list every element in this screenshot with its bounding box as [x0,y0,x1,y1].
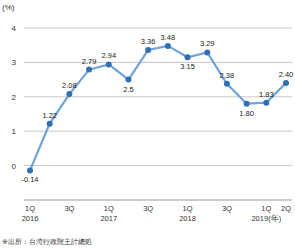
axis-line [24,200,292,201]
point [244,101,250,107]
point [263,100,269,106]
point [27,167,33,173]
data-label: 1.22 [42,111,57,120]
x-tick-label-line: 3Q [222,204,232,213]
data-label: 1.80 [239,109,254,118]
point [86,67,92,73]
grid-line [24,28,292,29]
data-label: 2.5 [123,85,133,94]
data-label: 2.79 [82,57,97,66]
data-label: 1.83 [259,90,274,99]
x-tick-label-line: 2018 [179,214,196,223]
x-tick-label: 3Q [64,204,74,213]
source-note: ※出所：台湾行政院主計總処 [2,238,92,245]
point [66,91,72,97]
point [106,61,112,67]
point [204,49,210,55]
y-tick-label: 2 [12,93,17,102]
y-tick-label: 4 [12,24,17,33]
grid-line [24,165,292,166]
y-tick-label: 1 [12,127,17,136]
grid-line [24,62,292,63]
x-tick-label: 1Q2018 [179,204,196,223]
point [47,121,53,127]
point [145,47,151,53]
y-tick-label: 0 [12,162,17,171]
x-tick-label-line: 2019(年) [251,214,281,223]
point [283,80,289,86]
plot-area [27,43,289,174]
x-tick-label-line: 1Q [183,204,193,213]
x-tick-label-line: 1Q [104,204,114,213]
x-tick-label-line: 2Q [281,204,291,213]
data-label: 3.36 [141,37,156,46]
x-tick-label: 1Q2017 [100,204,117,223]
x-tick-label-line: 1Q [261,204,271,213]
x-tick-label: 1Q2019(年) [251,204,281,223]
x-tick-label: 2Q [281,204,291,213]
grid-line [24,131,292,132]
data-label: 3.48 [161,33,176,42]
x-tick-label: 1Q2016 [22,204,39,223]
y-axis-label: (%) [2,3,15,12]
point [224,81,230,87]
x-tick-label-line: 2017 [100,214,117,223]
data-label: 2.38 [220,71,235,80]
grid-line [24,96,292,97]
x-tick-label-line: 3Q [64,204,74,213]
data-label: 2.08 [62,81,77,90]
data-label: -0.14 [21,175,38,184]
x-tick-label-line: 2016 [22,214,39,223]
x-tick-label: 3Q [143,204,153,213]
data-label: 2.40 [279,70,294,79]
point [185,54,191,60]
y-tick-label: 3 [12,58,17,67]
series-line [30,46,286,171]
x-tick-label: 3Q [222,204,232,213]
chart: 01234(%)1Q20163Q1Q20173Q1Q20183Q1Q2019(年… [0,0,295,250]
point [125,77,131,83]
x-tick-label-line: 1Q [25,204,35,213]
data-label: 2.94 [101,51,116,60]
point [165,43,171,49]
x-tick-label-line: 3Q [143,204,153,213]
data-label: 3.15 [180,62,195,71]
data-label: 3.29 [200,39,215,48]
